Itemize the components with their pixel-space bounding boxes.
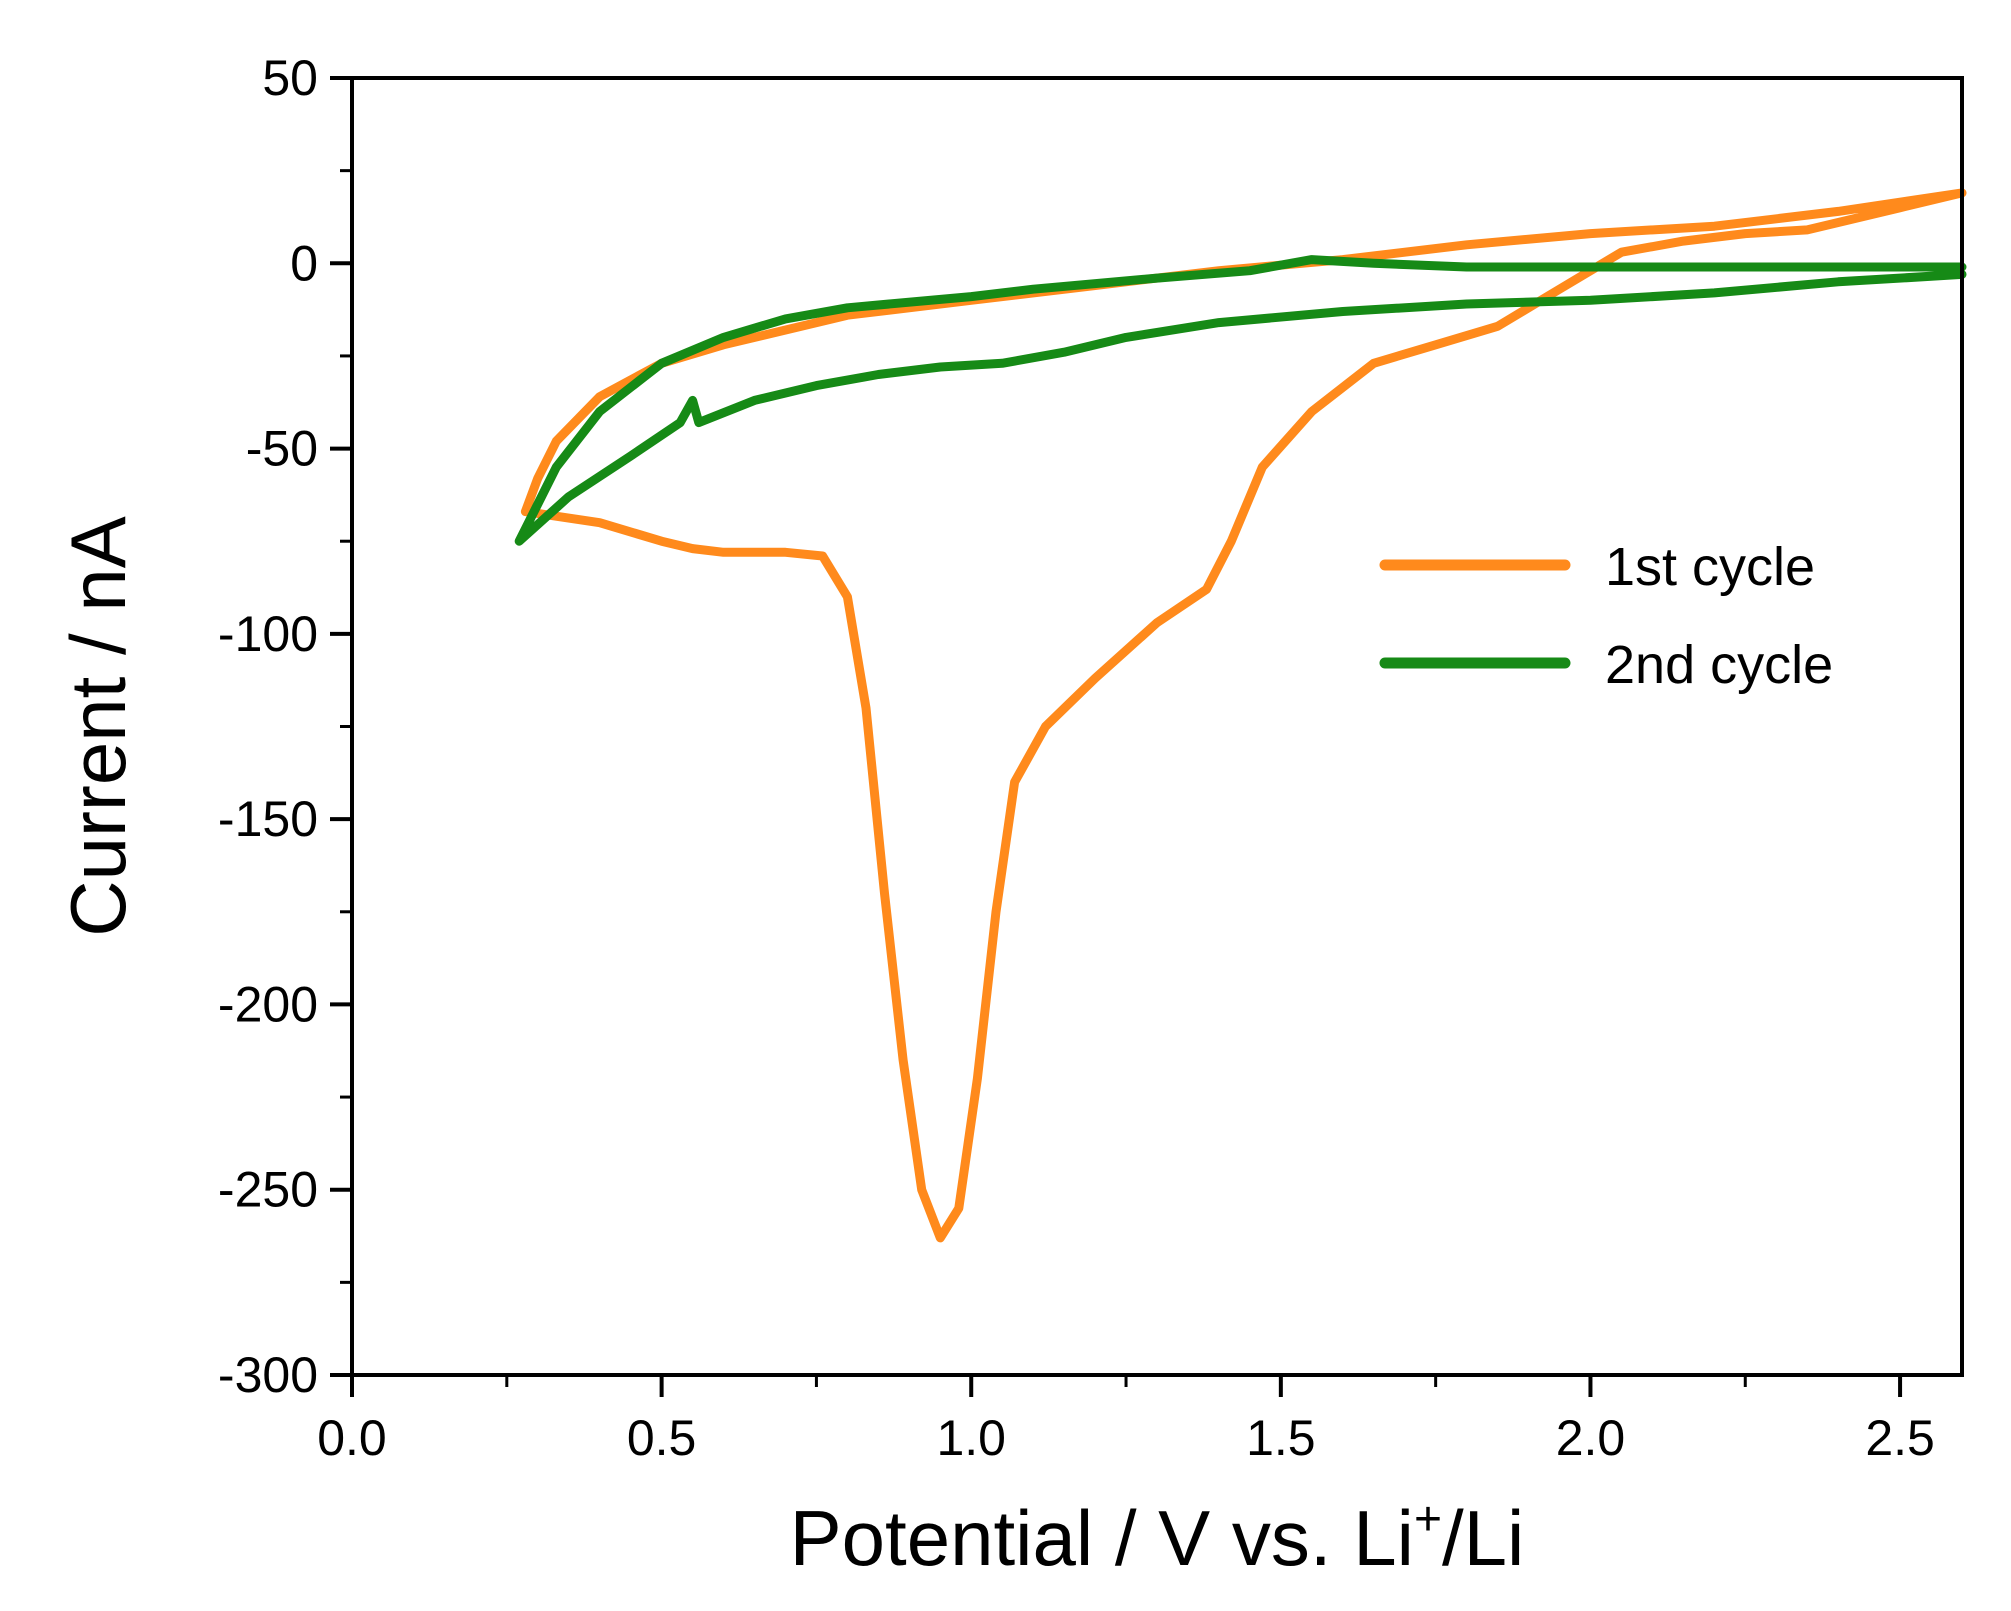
x-tick-label: 0.0	[317, 1410, 387, 1466]
y-axis-title: Current / nA	[54, 516, 142, 937]
legend: 1st cycle 2nd cycle	[1379, 537, 1833, 695]
tick-labels: 0.0 0.5 1.0 1.5 2.0 2.5 50 0 -50 -100 -150 -200 -250…	[218, 50, 1935, 1466]
x-tick-label: 1.0	[936, 1410, 1006, 1466]
x-axis-title-superscript: +	[1414, 1493, 1442, 1546]
y-tick-label: 0	[290, 235, 318, 291]
y-tick-label: -100	[218, 606, 318, 662]
y-tick-label: -50	[246, 421, 318, 477]
plot-frame	[350, 76, 1964, 1377]
y-tick-label: 50	[262, 50, 318, 106]
x-tick-label: 2.5	[1865, 1410, 1935, 1466]
x-axis-title-main: Potential / V vs. Li	[790, 1494, 1414, 1582]
y-tick-label: -300	[218, 1347, 318, 1403]
y-tick-label: -150	[218, 791, 318, 847]
x-axis-title: Potential / V vs. Li+/Li	[790, 1493, 1525, 1582]
series-line-1st-cycle	[520, 188, 1967, 1243]
x-tick-label: 2.0	[1556, 1410, 1626, 1466]
y-tick-label: -250	[218, 1162, 318, 1218]
y-tick-label: -200	[218, 976, 318, 1032]
legend-label-2nd-cycle: 2nd cycle	[1605, 635, 1833, 695]
plot-series	[514, 188, 1967, 1243]
legend-label-1st-cycle: 1st cycle	[1605, 537, 1815, 597]
x-tick-label: 1.5	[1246, 1410, 1316, 1466]
series-line-2nd-cycle	[514, 255, 1967, 546]
x-tick-label: 0.5	[627, 1410, 697, 1466]
x-axis-title-suffix: /Li	[1442, 1494, 1524, 1582]
axis-ticks	[330, 76, 1903, 1397]
